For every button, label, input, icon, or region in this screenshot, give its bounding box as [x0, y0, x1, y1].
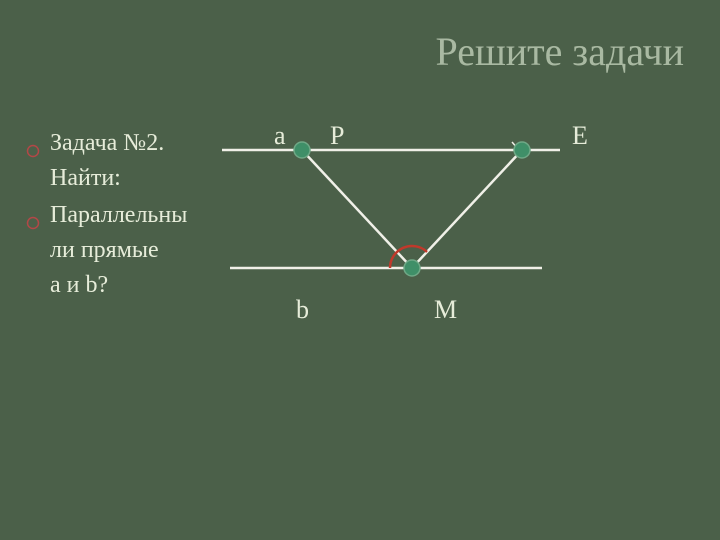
bullet-ring [28, 146, 39, 157]
slide-title: Решите задачи [184, 28, 684, 75]
label-b: b [296, 295, 309, 324]
bullet-ring [28, 218, 39, 229]
slide: Решите задачи Задача №2. Найти: Параллел… [0, 0, 720, 540]
label-e: Е [572, 121, 588, 150]
segment-em [412, 150, 522, 268]
bullet-1: Задача №2. Найти: [26, 126, 164, 196]
label-p: Р [330, 121, 344, 150]
bullet-2: Параллельны ли прямые а и b? [26, 198, 187, 302]
point-e [514, 142, 530, 158]
bullet-dot-icon [26, 206, 40, 241]
geometry-diagram: а Р Еb М [222, 120, 702, 380]
point-m [404, 260, 420, 276]
label-a: а [274, 121, 286, 150]
bullet-dot-icon [26, 134, 40, 169]
bullet-1-text: Задача №2. Найти: [50, 126, 164, 196]
point-p [294, 142, 310, 158]
label-m: М [434, 295, 457, 324]
bullet-2-text: Параллельны ли прямые а и b? [50, 198, 187, 302]
segment-pm [302, 150, 412, 268]
